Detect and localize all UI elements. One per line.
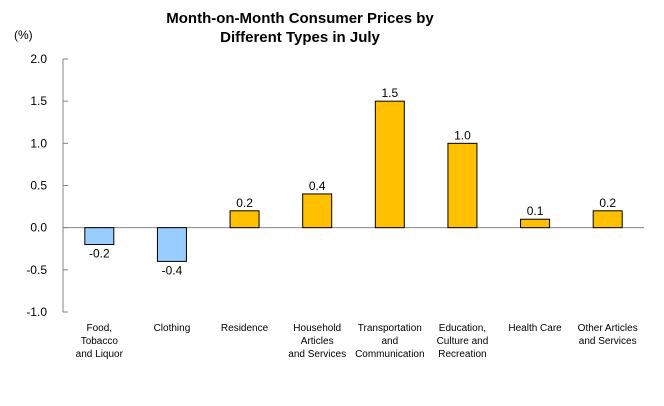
category-label: and xyxy=(381,336,398,347)
category-labels: Food, Tobacco and Liquor Clothing Residence H… xyxy=(76,323,638,360)
bar xyxy=(374,100,405,229)
data-label: 1.0 xyxy=(454,128,471,142)
y-tick-label: -0.5 xyxy=(26,263,47,277)
y-tick-labels: 2.0 1.5 1.0 0.5 0.0 -0.5 -1.0 xyxy=(26,52,47,319)
category-label: Communication xyxy=(355,349,424,360)
category-label: Health Care xyxy=(508,323,562,334)
category-label: Recreation xyxy=(438,349,486,360)
y-tick-label: -1.0 xyxy=(26,305,47,319)
data-label: 1.5 xyxy=(381,86,398,100)
data-label: 0.2 xyxy=(599,196,616,210)
y-tick-label: 2.0 xyxy=(30,52,47,66)
y-tick-label: 1.0 xyxy=(30,136,47,150)
category-label: and Liquor xyxy=(76,349,124,360)
category-label: Tobacco xyxy=(81,336,119,347)
bar xyxy=(302,193,333,229)
axes xyxy=(62,58,644,313)
category-label: Transportation xyxy=(358,323,422,334)
data-label: 0.2 xyxy=(236,196,253,210)
y-tick-label: 1.5 xyxy=(30,94,47,108)
data-label: -0.2 xyxy=(89,247,110,261)
category-label: Education, xyxy=(439,323,486,334)
category-label: Residence xyxy=(221,323,269,334)
chart-title: Month-on-Month Consumer Prices by Differ… xyxy=(166,10,434,46)
bar xyxy=(156,227,187,262)
data-labels: -0.2 -0.4 0.2 0.4 1.5 1.0 0.1 0.2 xyxy=(89,86,616,277)
y-tick-label: 0.0 xyxy=(30,221,47,235)
category-label: Food, xyxy=(87,323,113,334)
data-label: -0.4 xyxy=(162,263,183,277)
category-label: Articles xyxy=(301,336,334,347)
bar xyxy=(592,210,623,229)
bar xyxy=(229,210,260,229)
chart-title-line-2: Different Types in July xyxy=(220,29,380,46)
bar xyxy=(520,218,551,229)
chart-title-line-1: Month-on-Month Consumer Prices by xyxy=(166,10,434,27)
y-axis-unit-label: (%) xyxy=(14,28,33,42)
bar xyxy=(84,227,115,246)
category-label: Household xyxy=(293,323,341,334)
bars xyxy=(84,100,623,262)
data-label: 0.4 xyxy=(309,179,326,193)
category-label: Other Articles xyxy=(578,323,638,334)
data-label: 0.1 xyxy=(527,204,544,218)
category-label: Clothing xyxy=(154,323,191,334)
category-label: Culture and xyxy=(437,336,489,347)
category-label: and Services xyxy=(288,349,346,360)
y-tick-label: 0.5 xyxy=(30,179,47,193)
bar xyxy=(447,142,478,229)
category-label: and Services xyxy=(579,336,637,347)
